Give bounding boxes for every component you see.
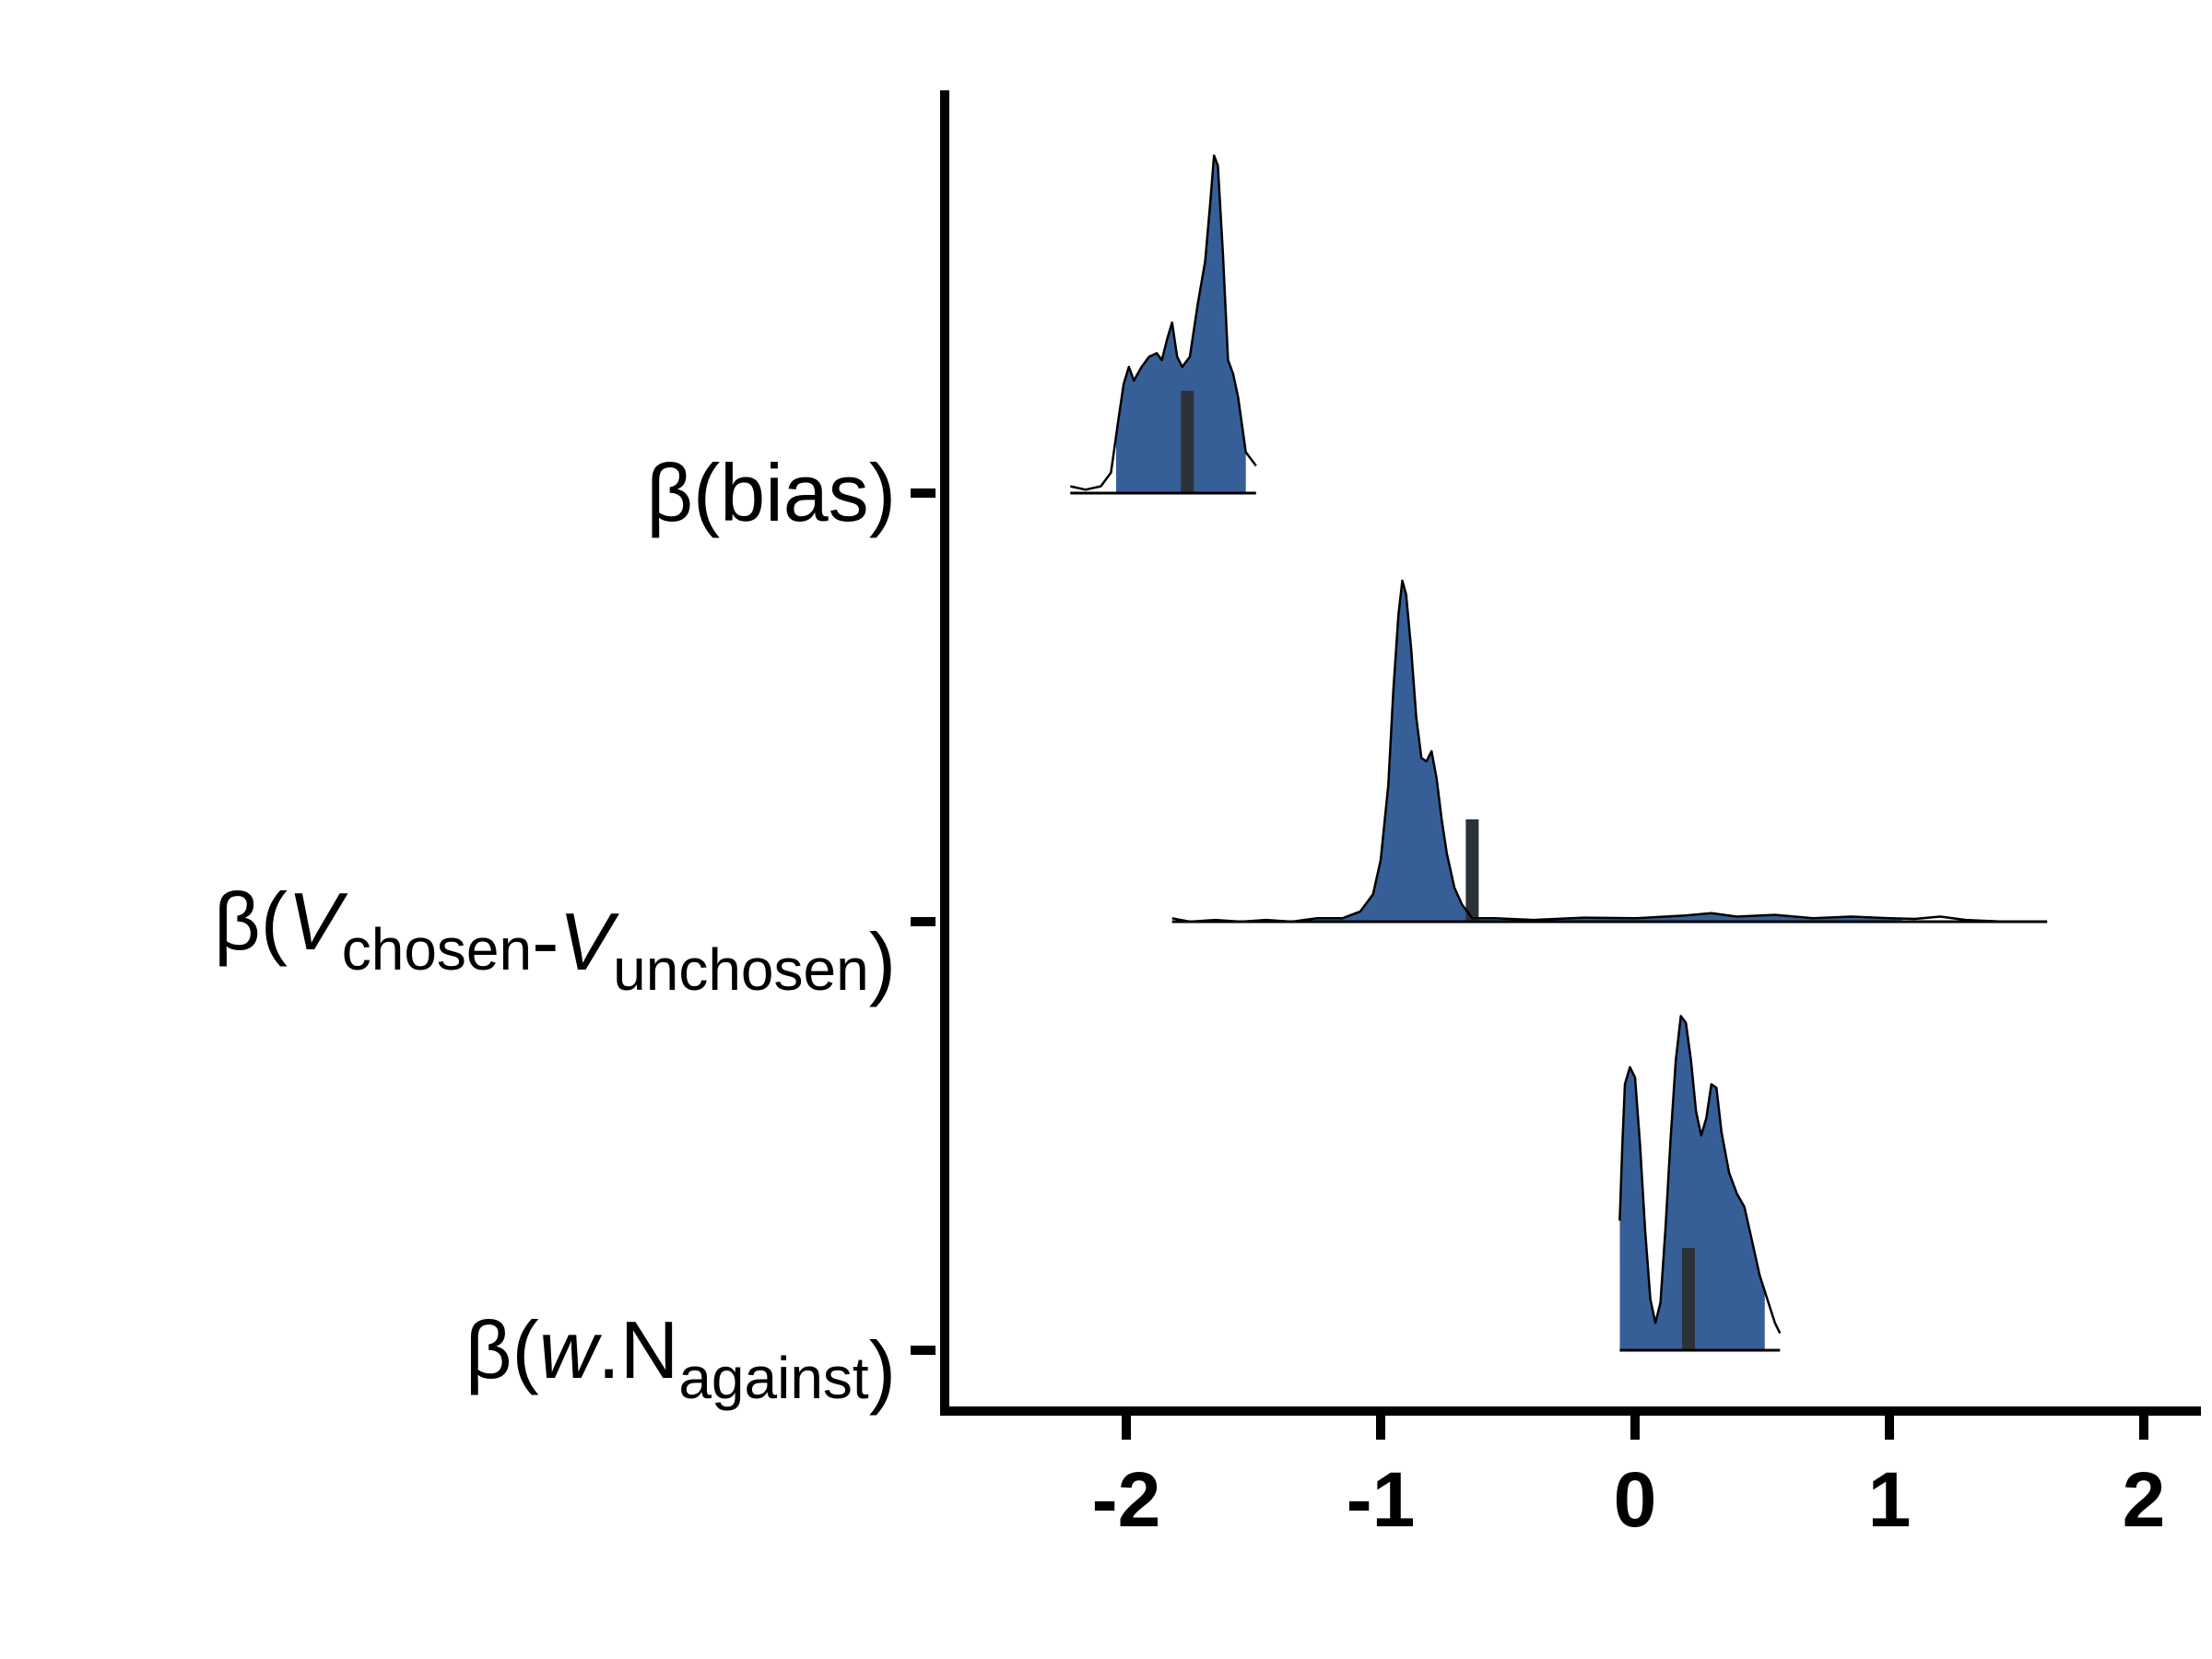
y-label-part: unchosen <box>613 936 869 1003</box>
x-tick-label: -2 <box>1092 1456 1161 1543</box>
density-fill <box>1619 1016 1780 1350</box>
y-label-part: V <box>288 876 348 967</box>
y-label-part: ) <box>869 447 896 538</box>
y-label-part: β( <box>465 1304 539 1395</box>
y-label-part: V <box>559 896 619 987</box>
y-tick-label: β(Vchosen-Vunchosen) <box>214 876 896 1007</box>
x-ticks-layer: -2 -1 0 1 2 <box>1092 1416 2166 1543</box>
y-tick-label: β(w.Nagainst) <box>465 1304 896 1416</box>
y-label-part: bias <box>720 447 868 538</box>
y-label-part: ) <box>869 916 896 1007</box>
median-marker <box>1682 1248 1695 1350</box>
ridges-layer <box>1070 156 2047 1350</box>
median-marker <box>1181 391 1194 493</box>
y-label-part: w <box>539 1304 603 1395</box>
y-label-part: ) <box>869 1324 896 1416</box>
ridge-1 <box>1070 156 1256 493</box>
x-tick-label: 1 <box>1868 1456 1912 1543</box>
y-label-part: β( <box>646 447 720 538</box>
density-fill <box>1070 156 1256 493</box>
x-tick-label: 0 <box>1614 1456 1657 1543</box>
x-tick-label: -1 <box>1347 1456 1416 1543</box>
y-label-part: chosen <box>342 916 532 982</box>
y-label-part: - <box>532 896 559 987</box>
y-tick-label: β(bias) <box>646 447 896 538</box>
y-label-part: against <box>678 1345 869 1411</box>
y-label-part: β( <box>214 876 288 967</box>
y-ticks-layer: β(bias)β(Vchosen-Vunchosen)β(w.Nagainst) <box>214 447 935 1416</box>
y-label-part: .N <box>597 1304 678 1395</box>
ridge-2 <box>1172 581 2047 922</box>
density-fill <box>1172 581 2047 922</box>
axes-layer <box>940 90 2201 1416</box>
ridge-3 <box>1619 1016 1780 1350</box>
density-outline <box>1172 581 2047 922</box>
x-tick-label: 2 <box>2123 1456 2166 1543</box>
median-marker <box>1465 819 1478 922</box>
